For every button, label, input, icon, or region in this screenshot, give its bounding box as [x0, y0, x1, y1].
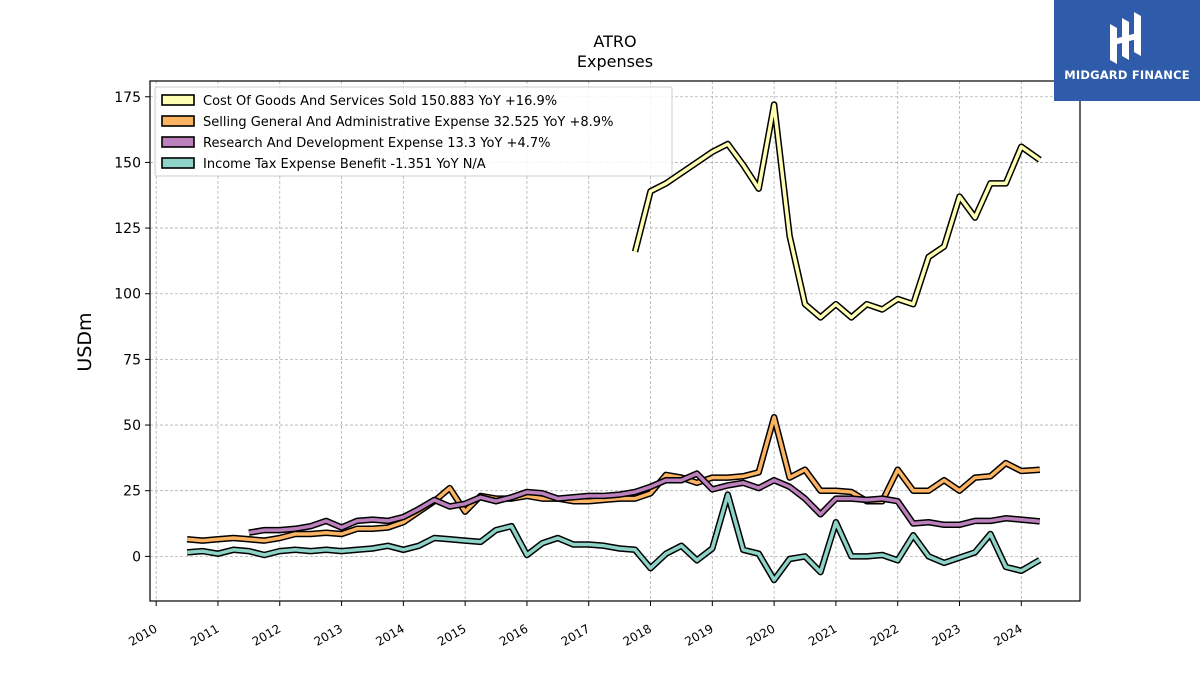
x-tick-label: 2015: [435, 621, 468, 648]
x-tick-label: 2022: [868, 621, 901, 648]
x-axis-ticks: 2010 2011 2012 2013 2014 2015 2016 2017 2018 2019…: [126, 601, 1025, 649]
y-tick-label: 150: [114, 155, 141, 171]
y-tick-label: 75: [123, 352, 141, 368]
chart-title: ATRO: [593, 32, 636, 51]
x-tick-label: 2016: [497, 621, 530, 648]
x-tick-label: 2017: [559, 621, 592, 648]
y-axis-label: USDm: [74, 312, 96, 371]
plot-frame: [149, 80, 1081, 602]
logo-text: MIDGARD FINANCE: [1064, 68, 1190, 82]
y-tick-label: 0: [132, 549, 141, 565]
x-tick-label: 2020: [744, 621, 777, 648]
legend-swatch-1: [161, 115, 195, 127]
x-tick-label: 2024: [991, 621, 1024, 648]
x-tick-label: 2012: [250, 621, 283, 648]
y-tick-label: 100: [114, 287, 141, 303]
legend-swatch-2: [161, 136, 195, 148]
x-tick-label: 2010: [126, 621, 159, 648]
x-tick-label: 2011: [188, 621, 221, 648]
legend-label-3: Income Tax Expense Benefit -1.351 YoY N/…: [203, 157, 486, 172]
legend-swatch-0: [161, 94, 195, 106]
y-tick-label: 125: [114, 221, 141, 237]
x-tick-label: 2014: [373, 621, 406, 648]
midgard-finance-logo: MIDGARD FINANCE: [1054, 0, 1200, 101]
x-tick-label: 2023: [930, 621, 963, 648]
legend: Cost Of Goods And Services Sold 150.883 …: [154, 86, 673, 177]
x-tick-label: 2021: [806, 621, 839, 648]
legend-swatch-3: [161, 157, 195, 169]
x-tick-label: 2018: [621, 621, 654, 648]
series-line-0: [633, 102, 1041, 320]
legend-label-0: Cost Of Goods And Services Sold 150.883 …: [203, 94, 557, 109]
series-line-1: [186, 415, 1040, 543]
x-tick-label: 2019: [682, 621, 715, 648]
y-tick-label: 175: [114, 90, 141, 106]
y-tick-label: 50: [123, 418, 141, 434]
y-tick-label: 25: [123, 484, 141, 500]
logo-mark-icon: [1110, 12, 1141, 64]
series-line-2: [248, 471, 1040, 535]
legend-box: [154, 86, 673, 177]
x-tick-label: 2013: [312, 621, 345, 648]
legend-label-2: Research And Development Expense 13.3 Yo…: [203, 136, 550, 151]
legend-label-1: Selling General And Administrative Expen…: [203, 115, 613, 130]
chart-subtitle: Expenses: [577, 52, 653, 71]
y-axis-ticks: 0 25 50 75 100 125 150 175: [114, 90, 150, 565]
series-line-3: [186, 492, 1041, 582]
series-lines: [186, 101, 1042, 584]
